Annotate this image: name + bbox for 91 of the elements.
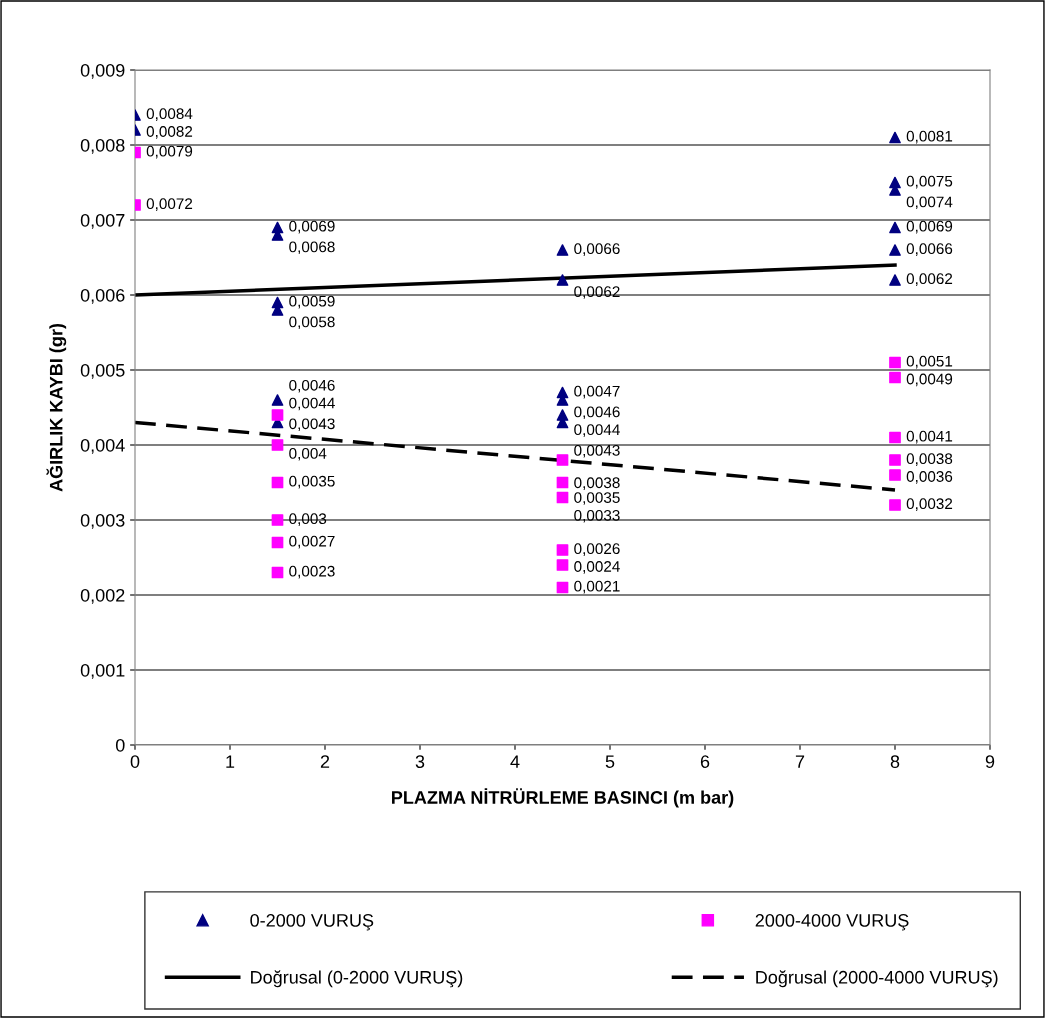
data-label: 0,0046 bbox=[289, 379, 335, 393]
point bbox=[556, 559, 569, 571]
legend-label: Doğrusal (0-2000 VURUŞ) bbox=[251, 970, 463, 988]
y-tick-label: 0,009 bbox=[80, 63, 125, 79]
data-label: 0,0024 bbox=[574, 561, 620, 574]
data-label: 0,0027 bbox=[289, 535, 335, 549]
data-label: 0,0035 bbox=[574, 492, 620, 505]
point bbox=[556, 544, 569, 556]
y-axis-title: AĞIRLIK KAYBI (gr) bbox=[46, 323, 67, 492]
data-label: 0,0026 bbox=[574, 543, 620, 556]
data-label: 0,0062 bbox=[574, 286, 620, 299]
data-label: 0,0081 bbox=[906, 130, 953, 144]
y-tick-label: 0,005 bbox=[80, 363, 125, 379]
x-axis-title: PLAZMA NİTRÜRLEME BASINCI (m bar) bbox=[392, 788, 734, 808]
point bbox=[889, 431, 901, 444]
point bbox=[556, 491, 569, 504]
legend-label: 0-2000 VURUŞ bbox=[250, 914, 374, 931]
data-label: 0,0082 bbox=[146, 126, 193, 139]
point bbox=[889, 371, 901, 384]
data-label: 0,0062 bbox=[906, 273, 953, 286]
data-label: 0,0066 bbox=[574, 243, 620, 256]
data-label: 0,0058 bbox=[289, 316, 335, 330]
data-label: 0,0043 bbox=[289, 418, 335, 431]
data-label: 0,0068 bbox=[289, 241, 335, 255]
point bbox=[271, 394, 284, 406]
data-label: 0,0044 bbox=[574, 424, 620, 437]
data-label: 0,0038 bbox=[574, 477, 620, 490]
y-tick-label: 0,008 bbox=[80, 138, 125, 154]
x-tick-label: 0 bbox=[130, 755, 140, 768]
point bbox=[271, 476, 284, 489]
data-label: 0,004 bbox=[289, 447, 327, 461]
point bbox=[556, 454, 569, 466]
data-label: 0,003 bbox=[289, 513, 327, 526]
point bbox=[271, 409, 284, 421]
data-label: 0,0072 bbox=[146, 198, 193, 211]
x-tick-label: 7 bbox=[795, 755, 805, 768]
point bbox=[271, 566, 284, 579]
point bbox=[889, 244, 901, 256]
data-label: 0,0032 bbox=[906, 498, 953, 511]
data-label: 0,0038 bbox=[906, 453, 953, 466]
y-tick-label: 0,001 bbox=[80, 663, 125, 679]
point bbox=[556, 244, 569, 256]
y-tick-label: 0,003 bbox=[80, 513, 125, 529]
data-label: 0,0023 bbox=[289, 565, 335, 579]
point bbox=[889, 274, 901, 286]
data-label: 0,0051 bbox=[906, 355, 953, 369]
legend-label: Doğrusal (2000-4000 VURUŞ) bbox=[756, 970, 998, 988]
data-label: 0,0036 bbox=[906, 471, 953, 484]
x-tick-label: 1 bbox=[226, 755, 235, 768]
data-label: 0,0021 bbox=[574, 580, 620, 594]
legend-label: 2000-4000 VURUŞ bbox=[755, 914, 909, 931]
y-tick-label: 0,002 bbox=[80, 588, 125, 604]
point bbox=[271, 536, 284, 549]
y-tick-label: 0 bbox=[115, 738, 125, 752]
point bbox=[889, 131, 901, 144]
point bbox=[556, 274, 569, 286]
point bbox=[889, 499, 901, 511]
point bbox=[271, 514, 284, 526]
y-tick-label: 0,006 bbox=[80, 288, 125, 304]
data-label: 0,0066 bbox=[906, 243, 953, 256]
point bbox=[271, 439, 284, 451]
data-label: 0,0046 bbox=[574, 406, 620, 420]
y-tick-label: 0,007 bbox=[80, 213, 125, 229]
x-tick-label: 4 bbox=[510, 755, 520, 768]
point bbox=[556, 581, 569, 594]
data-label: 0,0069 bbox=[906, 220, 953, 234]
point bbox=[889, 221, 901, 234]
data-label: 0,0079 bbox=[146, 145, 193, 159]
data-label: 0,0043 bbox=[574, 444, 620, 458]
point bbox=[889, 454, 901, 466]
data-label: 0,0075 bbox=[906, 175, 953, 189]
data-label: 0,0035 bbox=[289, 475, 335, 489]
data-label: 0,0084 bbox=[146, 108, 193, 121]
data-label: 0,0047 bbox=[574, 385, 620, 399]
point bbox=[889, 469, 901, 481]
data-label: 0,0074 bbox=[906, 196, 953, 210]
x-tick-label: 5 bbox=[605, 755, 615, 768]
y-tick-label: 0,004 bbox=[80, 438, 125, 454]
x-tick-label: 3 bbox=[415, 755, 425, 768]
point bbox=[556, 476, 569, 489]
data-label: 0,0069 bbox=[289, 220, 335, 234]
data-label: 0,0059 bbox=[289, 295, 335, 309]
point bbox=[889, 356, 901, 369]
data-label: 0,0049 bbox=[906, 373, 953, 387]
x-tick-label: 6 bbox=[700, 755, 710, 768]
data-label: 0,0041 bbox=[906, 430, 953, 444]
x-tick-label: 8 bbox=[890, 755, 900, 768]
data-label: 0,0033 bbox=[574, 509, 620, 523]
x-tick-label: 9 bbox=[985, 755, 995, 768]
data-label: 0,0044 bbox=[289, 397, 335, 411]
x-tick-label: 2 bbox=[320, 755, 330, 768]
